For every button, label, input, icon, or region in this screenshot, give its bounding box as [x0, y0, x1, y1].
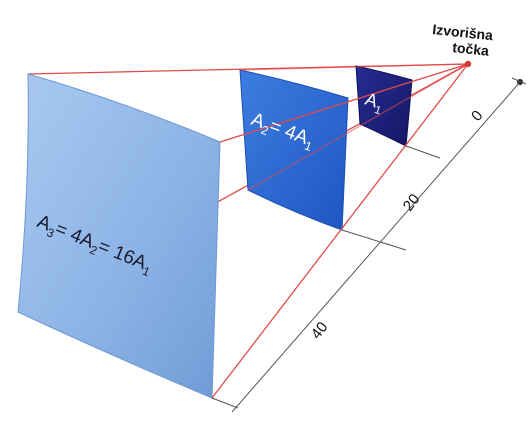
- dim-tick-a1: [405, 145, 441, 159]
- source-point: [464, 60, 472, 68]
- ray-top-a2: [239, 63, 469, 71]
- source-label-line1: Izvorišna: [432, 21, 494, 43]
- surface-a2: [239, 69, 349, 231]
- ray-mid: [247, 63, 469, 191]
- distance-label-40: 40: [308, 319, 332, 343]
- ray-top-right: [219, 63, 469, 143]
- dimension-line: [211, 77, 527, 413]
- dim-tick-0: [511, 77, 527, 85]
- surface-a1-label: A1: [362, 89, 387, 117]
- dim-tick-a3: [211, 397, 239, 409]
- distance-label-0: 0: [468, 107, 486, 124]
- rays-front: [211, 63, 469, 399]
- ray-bottom-right: [211, 63, 469, 399]
- surface-a3: [17, 73, 221, 399]
- dim-main-line: [231, 81, 521, 413]
- distance-label-20: 20: [400, 191, 424, 215]
- dim-tick-a2: [341, 229, 407, 251]
- source-label-line2: točka: [452, 39, 490, 59]
